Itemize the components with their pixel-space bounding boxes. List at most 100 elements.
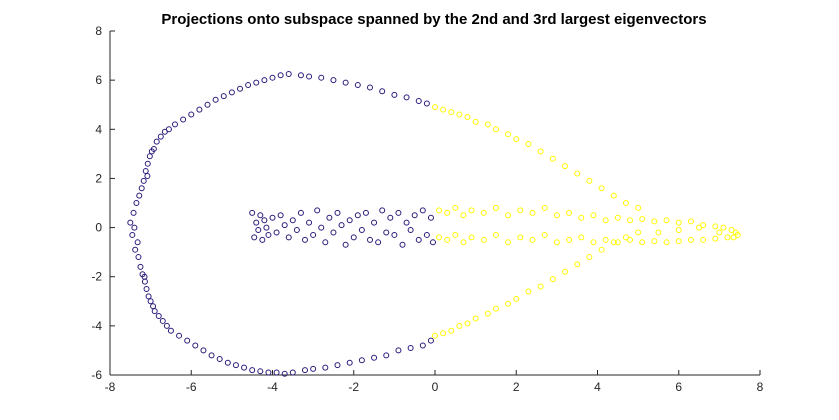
data-point-series-1	[188, 111, 195, 118]
data-point-series-1	[302, 367, 308, 374]
axes-frame	[109, 31, 760, 376]
data-point-series-2	[440, 330, 447, 337]
data-point-series-1	[150, 145, 157, 152]
data-point-series-1	[419, 207, 426, 214]
x-tick-label: 0	[432, 380, 439, 394]
data-point-series-2	[675, 219, 682, 226]
data-point-series-1	[318, 74, 325, 81]
data-point-series-2	[444, 209, 451, 216]
data-point-series-2	[675, 227, 682, 234]
data-point-series-2	[586, 177, 593, 184]
data-point-series-1	[133, 200, 140, 206]
data-point-series-1	[395, 209, 402, 216]
data-point-series-1	[140, 177, 147, 184]
data-point-series-1	[155, 313, 162, 320]
data-point-series-1	[350, 234, 357, 241]
data-point-series-1	[367, 236, 373, 243]
data-point-series-2	[639, 239, 646, 246]
data-point-series-1	[146, 153, 153, 160]
data-point-series-1	[379, 88, 386, 95]
data-point-series-2	[663, 217, 670, 224]
data-point-series-2	[614, 239, 621, 246]
data-point-series-2	[472, 315, 479, 322]
data-point-series-1	[165, 126, 172, 133]
data-point-series-1	[144, 172, 151, 179]
data-point-series-2	[578, 214, 585, 221]
data-point-series-2	[484, 121, 491, 128]
data-point-series-2	[456, 322, 463, 329]
data-point-series-2	[602, 236, 609, 243]
data-point-series-1	[167, 327, 174, 334]
data-point-series-2	[724, 234, 731, 241]
data-point-series-2	[517, 207, 524, 214]
data-point-series-1	[383, 229, 390, 236]
data-point-series-1	[249, 367, 256, 374]
data-point-series-2	[513, 136, 520, 143]
data-point-series-1	[427, 337, 434, 344]
data-point-series-1	[302, 236, 308, 243]
data-point-series-2	[574, 261, 581, 268]
data-point-series-2	[716, 229, 723, 236]
data-point-series-2	[553, 239, 560, 246]
data-point-series-1	[144, 160, 151, 167]
data-point-series-2	[537, 283, 544, 290]
data-point-series-2	[505, 300, 512, 307]
data-point-series-1	[391, 231, 398, 238]
data-point-series-1	[346, 217, 353, 224]
data-point-series-1	[277, 72, 284, 79]
data-point-series-1	[399, 241, 406, 248]
data-point-series-1	[411, 212, 418, 219]
data-point-series-1	[159, 317, 166, 324]
data-point-series-2	[460, 239, 467, 246]
data-point-series-1	[289, 217, 296, 224]
data-point-series-2	[456, 111, 463, 118]
data-point-series-1	[153, 138, 160, 145]
data-point-series-1	[259, 236, 266, 243]
data-point-series-2	[720, 224, 727, 231]
data-point-series-1	[330, 229, 337, 236]
data-point-series-1	[403, 94, 410, 101]
data-point-series-2	[562, 163, 568, 170]
data-point-series-2	[444, 236, 451, 243]
y-axis-ticks: -6 -4 -2 0 2 4 6 8	[91, 24, 115, 382]
data-point-series-1	[132, 246, 139, 253]
data-point-series-1	[358, 227, 365, 234]
scatter-points	[127, 71, 741, 377]
x-tick-label: -6	[186, 380, 197, 394]
data-point-series-2	[484, 310, 491, 317]
data-point-series-1	[172, 121, 178, 128]
x-tick-label: -4	[267, 380, 278, 394]
data-point-series-1	[375, 239, 382, 246]
data-point-series-2	[687, 218, 694, 225]
data-point-series-1	[429, 239, 436, 246]
data-point-series-2	[492, 126, 499, 133]
data-point-series-1	[228, 89, 235, 96]
data-point-series-1	[338, 222, 345, 229]
data-point-series-1	[251, 234, 258, 241]
data-point-series-2	[598, 246, 605, 253]
chart-title: Projections onto subspace spanned by the…	[161, 11, 706, 28]
data-point-series-1	[297, 209, 304, 216]
data-point-series-1	[257, 368, 264, 375]
data-point-series-1	[354, 82, 361, 89]
data-point-series-1	[263, 224, 270, 231]
data-point-series-2	[635, 229, 642, 236]
data-point-series-1	[151, 308, 158, 315]
data-point-series-2	[480, 236, 487, 243]
data-point-series-1	[265, 369, 272, 376]
data-point-series-1	[216, 356, 223, 363]
data-point-series-1	[145, 293, 152, 300]
data-point-series-1	[318, 224, 325, 231]
data-point-series-2	[436, 234, 443, 241]
data-point-series-1	[391, 91, 398, 98]
data-point-series-1	[265, 231, 272, 238]
data-point-series-1	[249, 209, 256, 216]
data-point-series-1	[289, 369, 296, 376]
data-point-series-2	[492, 231, 499, 238]
data-point-series-1	[224, 359, 231, 366]
data-point-series-1	[241, 364, 248, 371]
data-point-series-1	[293, 227, 300, 234]
data-point-series-1	[200, 347, 207, 354]
data-point-series-2	[448, 109, 455, 116]
data-point-series-1	[367, 84, 373, 91]
